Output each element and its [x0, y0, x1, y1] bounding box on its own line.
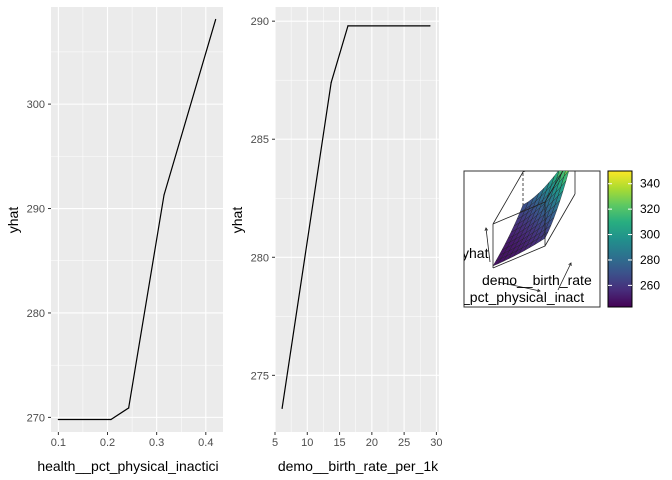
y-tick-label: 270 — [27, 412, 45, 424]
y-tick-label: 285 — [251, 134, 269, 146]
major-gridlines — [51, 7, 223, 432]
box-edge — [492, 171, 527, 225]
x-tick-label: 15 — [333, 437, 345, 449]
axis-arrow-head — [568, 262, 572, 267]
colorbar-gradient — [607, 170, 633, 308]
y-axis-ticks: 270 280 290 300 — [27, 99, 51, 424]
data-point — [347, 25, 349, 27]
x-tick-label: 0.3 — [149, 437, 164, 449]
axis-arrow-head — [536, 288, 541, 293]
surface-plot-panel: yhat demo__birth_rate _pct_physical_inac… — [461, 147, 601, 308]
surface-facet — [567, 147, 575, 166]
data-point — [330, 81, 332, 84]
x-axis-ticks: 0.1 0.2 0.3 0.4 — [51, 432, 213, 449]
minor-gridlines — [275, 7, 439, 432]
data-point — [110, 418, 112, 421]
surface-mesh — [492, 147, 575, 267]
bounding-box-front — [492, 171, 576, 269]
x-axis-title: demo__birth_rate_per_1k — [278, 458, 439, 474]
x-tick-label: 25 — [398, 437, 410, 449]
y-tick-label: 290 — [27, 204, 45, 216]
data-point — [57, 418, 59, 421]
x-tick-label: 10 — [301, 437, 313, 449]
data-point — [281, 407, 283, 409]
y-tick-label: 280 — [251, 252, 269, 264]
colorbar-tick-label: 320 — [640, 202, 660, 216]
surface-y-axis-label: demo__birth_rate — [482, 272, 592, 288]
colorbar-tick-label: 260 — [640, 278, 660, 292]
data-point — [215, 18, 217, 21]
x-axis-title: health__pct_physical_inactici — [37, 458, 218, 474]
colorbar-ticks: 260 280 300 320 340 — [608, 177, 660, 292]
data-point — [429, 25, 431, 27]
minor-gridlines — [51, 7, 223, 432]
x-tick-label: 20 — [366, 437, 378, 449]
data-point — [128, 407, 130, 409]
surface-x-axis-label: _pct_physical_inact — [461, 289, 584, 305]
series-line — [281, 25, 430, 409]
colorbar-tick-label: 280 — [640, 253, 660, 267]
x-tick-label: 0.1 — [51, 437, 66, 449]
axis-arrow-shaft — [497, 281, 541, 292]
y-tick-label: 280 — [27, 308, 45, 320]
colorbar-tick-label: 300 — [640, 228, 660, 242]
axis-arrow-head — [484, 227, 489, 231]
major-gridlines — [274, 7, 439, 432]
series-points — [57, 18, 217, 421]
plot-background — [51, 7, 223, 432]
colorbar-tick-label: 340 — [640, 177, 660, 191]
axis-arrow-shaft — [557, 262, 572, 291]
y-tick-label: 275 — [251, 370, 269, 382]
y-axis-title: yhat — [229, 207, 245, 234]
surface-z-axis-label: yhat — [462, 245, 489, 261]
colorbar: 260 280 300 320 340 — [607, 170, 660, 308]
y-tick-label: 300 — [27, 99, 45, 111]
x-axis-ticks: 5 10 15 20 25 30 — [272, 432, 443, 449]
axis-arrow-shaft — [485, 227, 491, 263]
axis-arrows — [484, 227, 572, 293]
y-tick-label: 290 — [251, 16, 269, 28]
chart-panel-birth-rate: 275 280 285 290 5 10 15 20 25 30 demo__birth_rat… — [229, 7, 443, 474]
chart-panel-physical-inactivity: 270 280 290 300 0.1 0.2 0.3 0.4 health__pct_ph… — [5, 7, 223, 474]
x-tick-label: 0.2 — [100, 437, 115, 449]
x-tick-label: 30 — [430, 437, 442, 449]
y-axis-title: yhat — [5, 207, 21, 234]
surface-facet — [492, 258, 502, 267]
plot-background — [275, 7, 439, 432]
y-axis-ticks: 275 280 285 290 — [251, 16, 275, 382]
x-tick-label: 5 — [272, 437, 278, 449]
data-point — [163, 194, 165, 196]
surface-facet — [561, 171, 564, 174]
x-tick-label: 0.4 — [198, 437, 213, 449]
series-points — [281, 25, 431, 409]
